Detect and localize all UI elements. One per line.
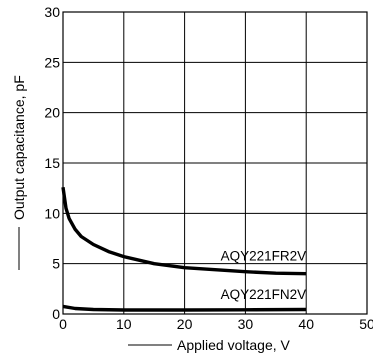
- y-axis-label: Output capacitance, pF: [11, 75, 27, 220]
- series-label-fr2v: AQY221FR2V: [221, 249, 307, 264]
- x-tick-label: 10: [116, 316, 132, 332]
- series-lines: [61, 186, 307, 312]
- series-label-fn2v: AQY221FN2V: [221, 287, 307, 302]
- x-tick-label: 20: [177, 316, 193, 332]
- y-tick-label: 30: [44, 4, 60, 20]
- series-line-0: [61, 186, 307, 276]
- x-axis-label: Applied voltage, V: [177, 337, 291, 353]
- x-tick-label: 40: [298, 316, 314, 332]
- x-tick-label: 0: [59, 316, 67, 332]
- plot-frame: [62, 11, 368, 315]
- x-tick-label: 50: [359, 316, 373, 332]
- tick-labels: 0 10 20 30 40 50 0 5 10 15 20 25 30: [44, 4, 373, 332]
- y-tick-label: 10: [44, 205, 60, 221]
- y-tick-label: 15: [44, 155, 60, 171]
- y-tick-label: 0: [52, 306, 60, 322]
- y-tick-label: 25: [44, 54, 60, 70]
- y-tick-label: 20: [44, 105, 60, 121]
- y-tick-label: 5: [52, 256, 60, 272]
- series-line-1: [62, 304, 307, 312]
- grid-lines: [63, 12, 367, 314]
- x-tick-label: 30: [238, 316, 254, 332]
